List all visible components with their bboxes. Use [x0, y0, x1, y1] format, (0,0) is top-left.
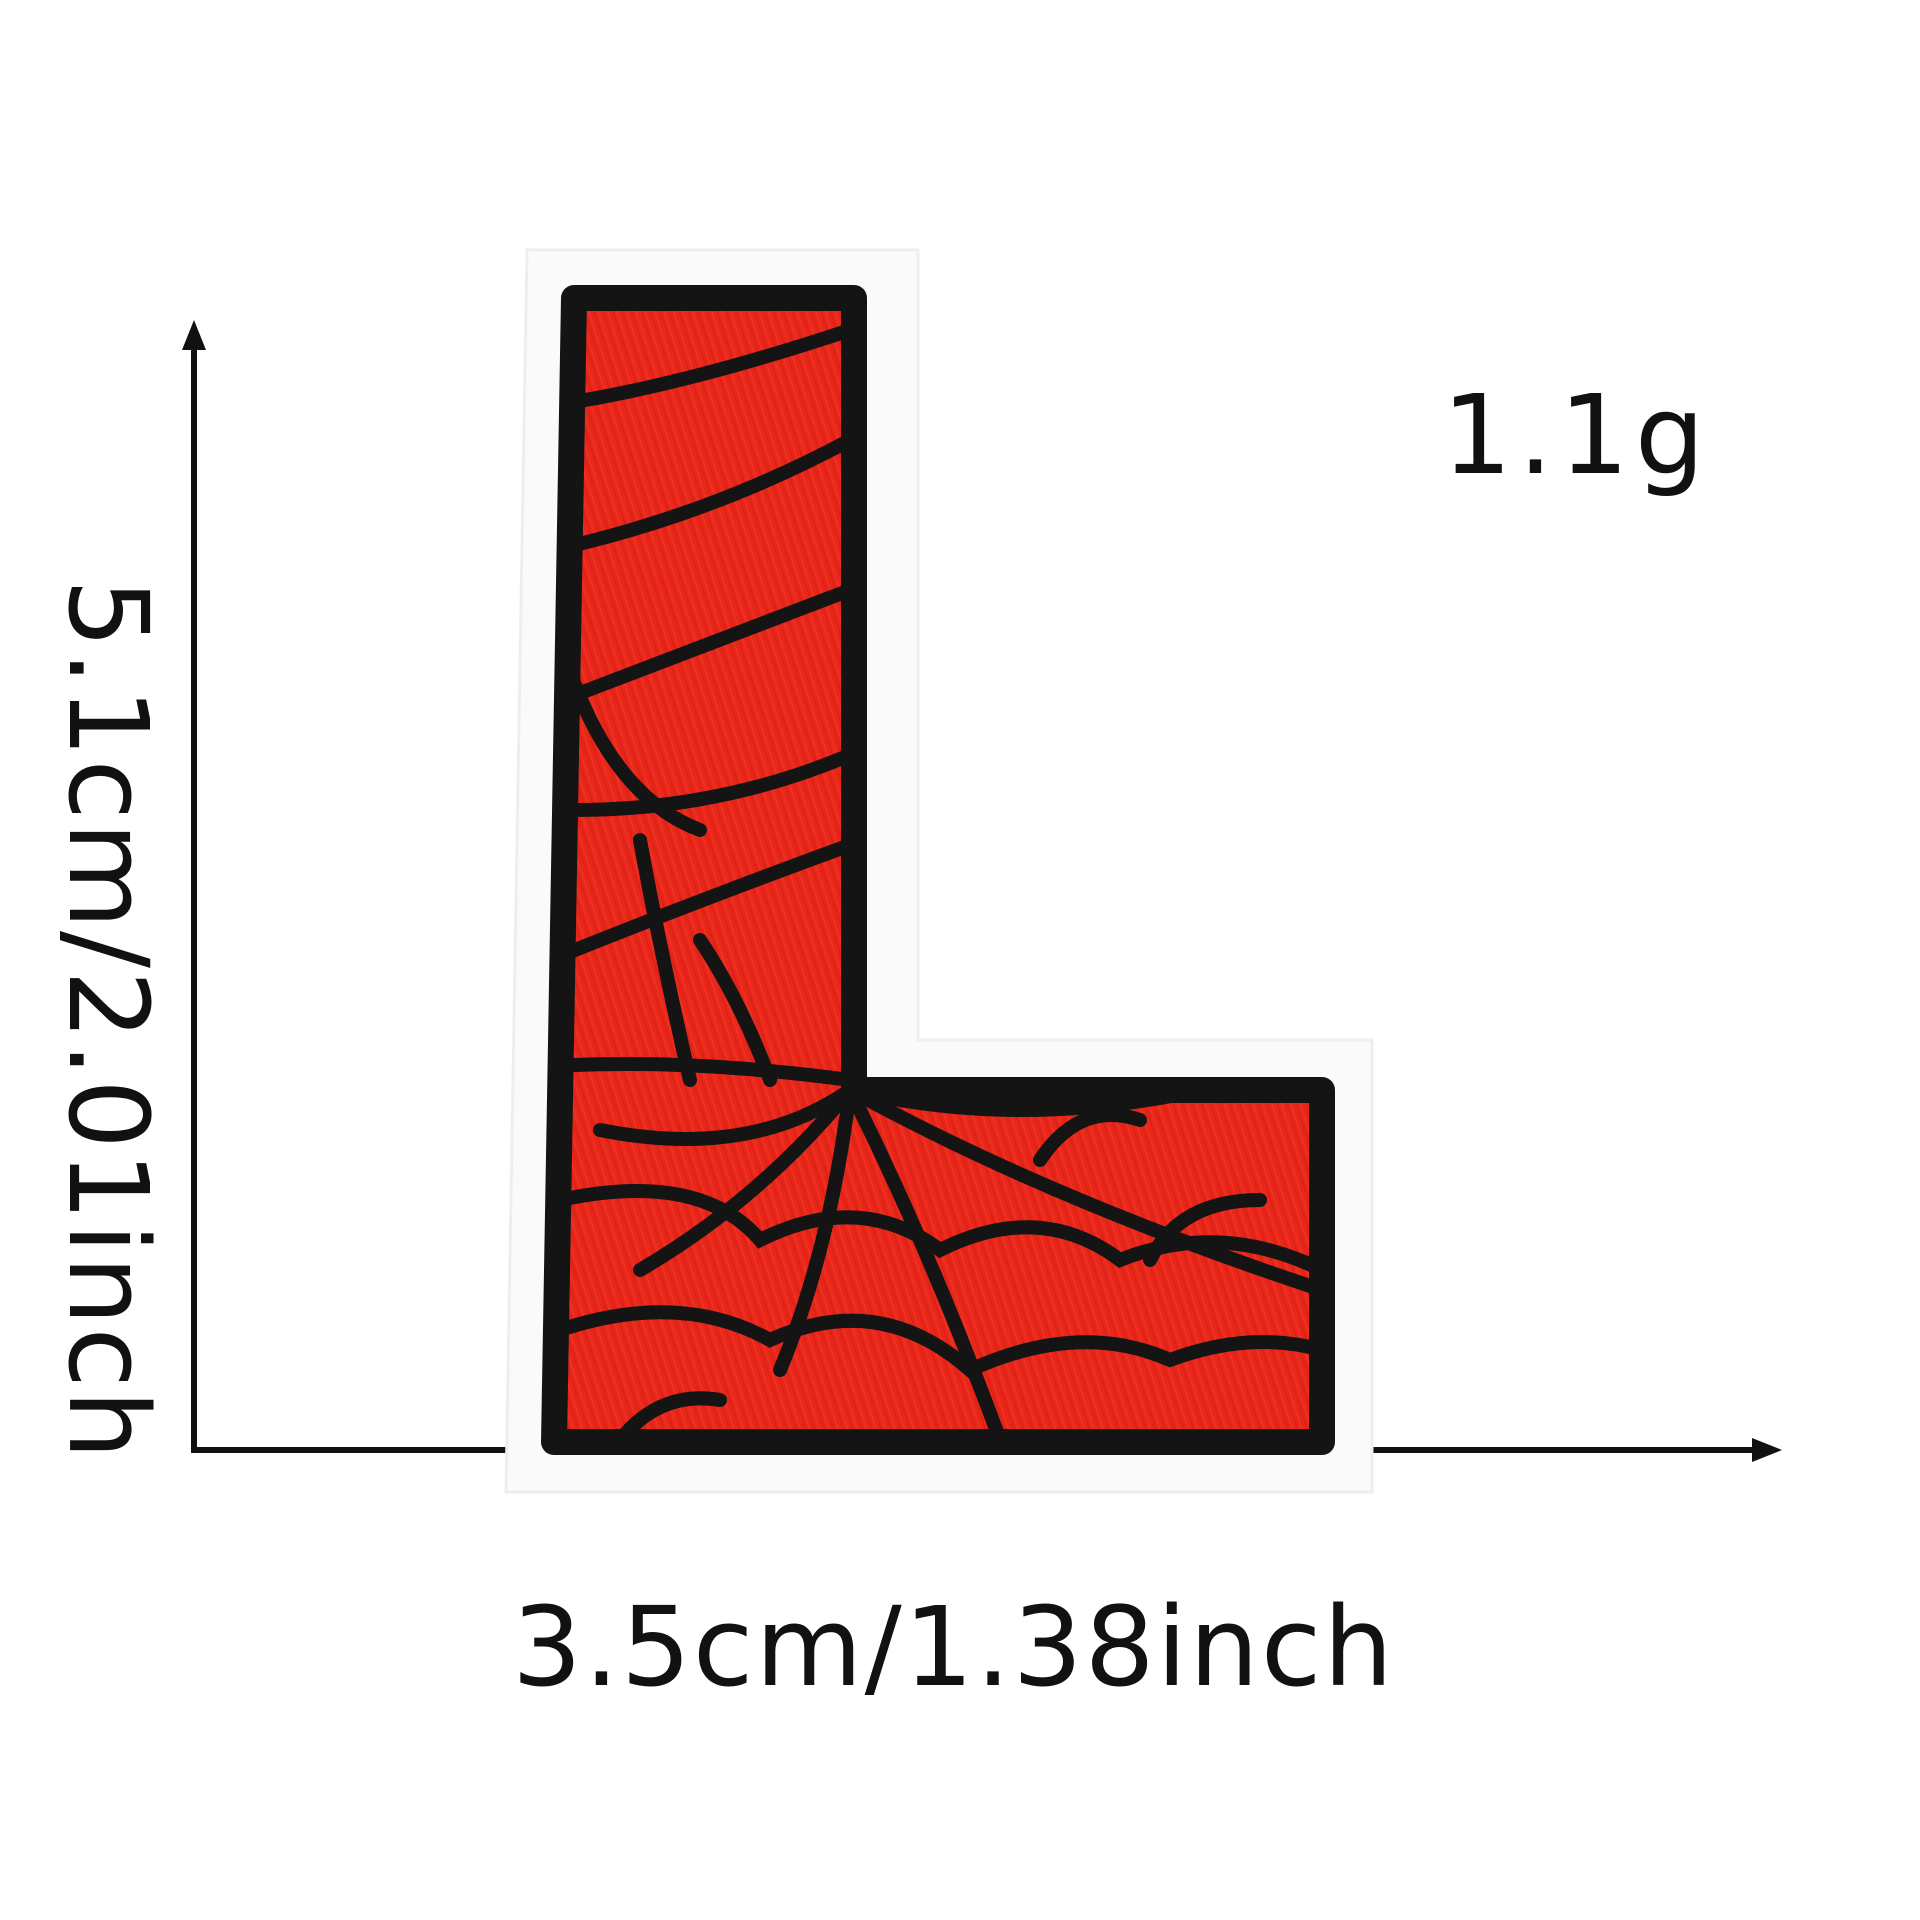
satin-border [541, 285, 1335, 1455]
width-dimension-label: 3.5cm/1.38inch [512, 1583, 1396, 1711]
height-arrow-icon [182, 320, 206, 1448]
weight-label: 1.1g [1442, 371, 1711, 499]
height-dimension-label: 5.1cm/2.01inch [44, 578, 172, 1462]
red-fill [554, 298, 1322, 1442]
letter-L-patch-icon [504, 248, 1374, 1494]
